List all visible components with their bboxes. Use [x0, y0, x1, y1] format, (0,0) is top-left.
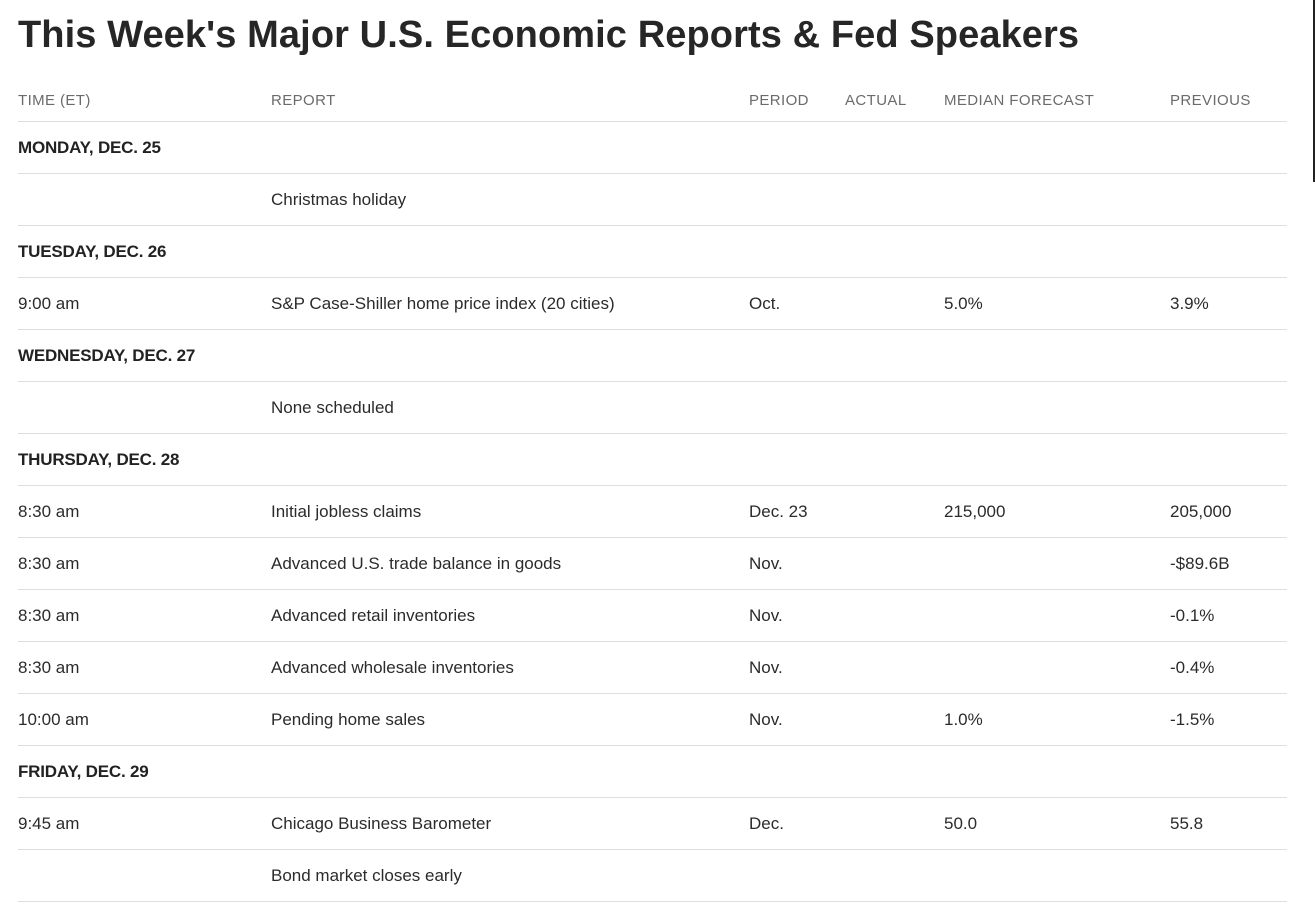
report-cell: Advanced U.S. trade balance in goods: [271, 553, 562, 573]
forecast-cell: 1.0%: [944, 709, 983, 729]
column-header-previous: PREVIOUS: [1170, 92, 1251, 109]
day-row-thursday: THURSDAY, DEC. 28: [18, 434, 1287, 486]
table-row: 9:00 am S&P Case-Shiller home price inde…: [18, 278, 1287, 330]
time-cell: 9:00 am: [18, 293, 80, 313]
report-cell: S&P Case-Shiller home price index (20 ci…: [271, 293, 615, 313]
day-row-tuesday: TUESDAY, DEC. 26: [18, 226, 1287, 278]
previous-cell: -1.5%: [1170, 709, 1215, 729]
economic-reports-table: TIME (ET) REPORT PERIOD ACTUAL MEDIAN FO…: [18, 76, 1287, 902]
previous-cell: 3.9%: [1170, 293, 1209, 313]
report-cell: Christmas holiday: [271, 189, 407, 209]
report-cell: Advanced retail inventories: [271, 605, 476, 625]
period-cell: Nov.: [749, 553, 783, 573]
report-cell: Initial jobless claims: [271, 501, 422, 521]
previous-cell: -$89.6B: [1170, 553, 1230, 573]
report-cell: Chicago Business Barometer: [271, 813, 492, 833]
forecast-cell: 5.0%: [944, 293, 983, 313]
period-cell: Dec. 23: [749, 501, 808, 521]
day-row-monday: MONDAY, DEC. 25: [18, 122, 1287, 174]
day-row-friday: FRIDAY, DEC. 29: [18, 746, 1287, 798]
day-label: WEDNESDAY, DEC. 27: [18, 345, 196, 365]
day-label: THURSDAY, DEC. 28: [18, 449, 180, 469]
time-cell: 9:45 am: [18, 813, 80, 833]
table-row: Bond market closes early: [18, 850, 1287, 902]
report-cell: Bond market closes early: [271, 865, 462, 885]
forecast-cell: 215,000: [944, 501, 1006, 521]
previous-cell: 55.8: [1170, 813, 1204, 833]
time-cell: 8:30 am: [18, 657, 80, 677]
time-cell: 8:30 am: [18, 553, 80, 573]
column-header-report: REPORT: [271, 92, 336, 109]
period-cell: Nov.: [749, 709, 783, 729]
table-row: 10:00 am Pending home sales Nov. 1.0% -1…: [18, 694, 1287, 746]
table-row: 8:30 am Initial jobless claims Dec. 23 2…: [18, 486, 1287, 538]
column-header-actual: ACTUAL: [845, 92, 907, 109]
day-label: TUESDAY, DEC. 26: [18, 241, 167, 261]
previous-cell: 205,000: [1170, 501, 1232, 521]
report-cell: Advanced wholesale inventories: [271, 657, 514, 677]
period-cell: Nov.: [749, 657, 783, 677]
forecast-cell: 50.0: [944, 813, 978, 833]
table-row: 8:30 am Advanced U.S. trade balance in g…: [18, 538, 1287, 590]
page-title: This Week's Major U.S. Economic Reports …: [18, 14, 1080, 56]
table-row: Christmas holiday: [18, 174, 1287, 226]
day-row-wednesday: WEDNESDAY, DEC. 27: [18, 330, 1287, 382]
table-row: 8:30 am Advanced wholesale inventories N…: [18, 642, 1287, 694]
period-cell: Oct.: [749, 293, 781, 313]
report-cell: Pending home sales: [271, 709, 426, 729]
time-cell: 8:30 am: [18, 605, 80, 625]
column-header-median-forecast: MEDIAN FORECAST: [944, 92, 1095, 109]
table-row: None scheduled: [18, 382, 1287, 434]
previous-cell: -0.4%: [1170, 657, 1215, 677]
period-cell: Dec.: [749, 813, 784, 833]
scrollbar-edge[interactable]: [1313, 0, 1315, 182]
day-label: FRIDAY, DEC. 29: [18, 761, 149, 781]
table-row: 8:30 am Advanced retail inventories Nov.…: [18, 590, 1287, 642]
day-label: MONDAY, DEC. 25: [18, 137, 161, 157]
table-header-row: TIME (ET) REPORT PERIOD ACTUAL MEDIAN FO…: [18, 76, 1287, 122]
period-cell: Nov.: [749, 605, 783, 625]
column-header-time: TIME (ET): [18, 92, 91, 109]
report-cell: None scheduled: [271, 397, 394, 417]
column-header-period: PERIOD: [749, 92, 809, 109]
time-cell: 10:00 am: [18, 709, 89, 729]
previous-cell: -0.1%: [1170, 605, 1215, 625]
table-row: 9:45 am Chicago Business Barometer Dec. …: [18, 798, 1287, 850]
time-cell: 8:30 am: [18, 501, 80, 521]
